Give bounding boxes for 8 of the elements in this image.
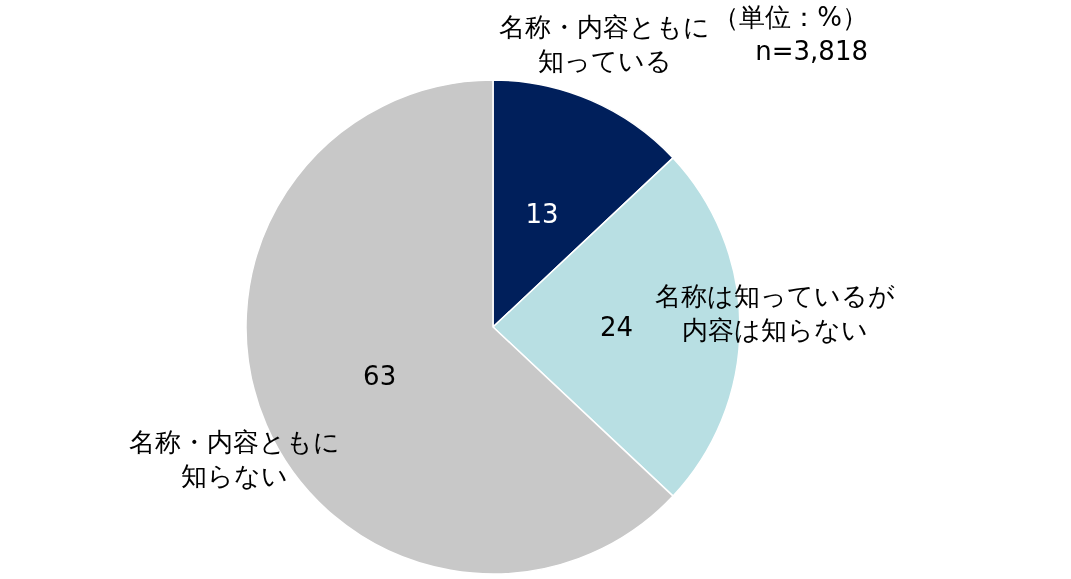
data-label: 24 bbox=[599, 312, 634, 342]
text: n=3,818 bbox=[754, 35, 868, 68]
text: （単位：%） bbox=[713, 1, 868, 34]
data-label: 63 bbox=[363, 361, 397, 392]
data-label: 13 bbox=[525, 198, 559, 229]
slice-label: 名称・内容ともに知らない bbox=[128, 426, 342, 494]
slice-label: 名称・内容ともに知っている bbox=[499, 12, 711, 77]
slice-label: 名称は知っているが内容は知らない bbox=[653, 280, 896, 348]
